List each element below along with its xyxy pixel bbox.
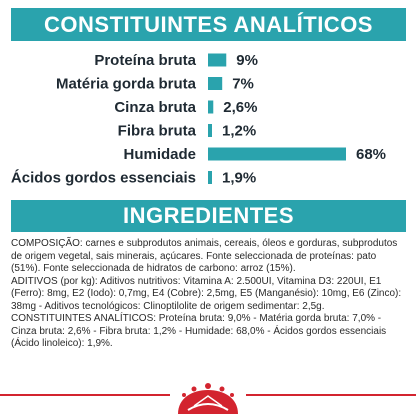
analytical-paragraph: CONSTITUINTES ANALÍTICOS: Proteína bruta… [11, 313, 387, 349]
category-label: Humidade [123, 146, 196, 163]
bar [208, 124, 212, 137]
value-label: 2,6% [223, 99, 257, 116]
constituents-header: CONSTITUINTES ANALÍTICOS [11, 8, 406, 41]
ingredients-header: INGREDIENTES [11, 200, 406, 232]
footer-red-line [0, 394, 416, 396]
value-label: 68% [356, 146, 386, 163]
value-label: 7% [232, 76, 254, 93]
category-label: Cinza bruta [114, 99, 196, 116]
ingredients-text: COMPOSIÇÃO: carnes e subprodutos animais… [11, 238, 406, 351]
composition-paragraph: COMPOSIÇÃO: carnes e subprodutos animais… [11, 238, 398, 274]
category-label: Matéria gorda bruta [56, 76, 197, 93]
bar [208, 100, 214, 114]
value-label: 1,9% [222, 170, 256, 187]
bar [208, 77, 223, 90]
category-label: Fibra bruta [118, 123, 197, 140]
royal-canin-crown-icon [178, 383, 238, 414]
additives-paragraph: ADITIVOS (por kg): Aditivos nutritivos: … [11, 275, 402, 312]
bar [208, 53, 227, 67]
bar [208, 147, 346, 161]
constituents-bar-chart: Proteína bruta 9% Matéria gorda bruta 7% Cin… [11, 52, 386, 187]
category-label: Proteína bruta [94, 52, 196, 69]
bar [208, 171, 212, 184]
value-label: 9% [236, 52, 258, 69]
value-label: 1,2% [222, 123, 256, 140]
category-label: Ácidos gordos essenciais [11, 170, 196, 187]
